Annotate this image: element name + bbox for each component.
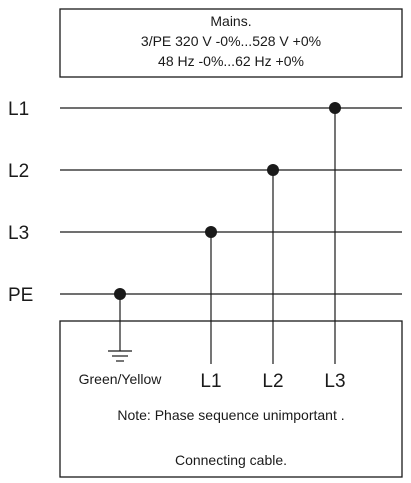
cable-caption: Connecting cable. — [175, 452, 287, 468]
rail-l3-label: L3 — [8, 223, 29, 244]
mains-title: Mains. — [210, 13, 251, 29]
junction-l1-dot — [329, 102, 341, 114]
mains-box: Mains. 3/PE 320 V -0%...528 V +0% 48 Hz … — [59, 8, 403, 78]
terminal-ground-label: Green/Yellow — [79, 371, 163, 387]
ground-icon — [108, 350, 132, 362]
mains-box-frame — [59, 8, 403, 78]
phase-note: Note: Phase sequence unimportant . — [117, 407, 344, 423]
mains-voltage: 3/PE 320 V -0%...528 V +0% — [141, 33, 321, 49]
cable-box-frame — [59, 320, 403, 478]
rail-l1-label: L1 — [8, 99, 29, 120]
terminal-l1-label: L1 — [200, 371, 221, 392]
drop-wires — [114, 102, 341, 364]
junction-l2-dot — [267, 164, 279, 176]
mains-frequency: 48 Hz -0%...62 Hz +0% — [158, 53, 304, 69]
rail-l2-label: L2 — [8, 161, 29, 182]
junction-pe-dot — [114, 288, 126, 300]
cable-box — [59, 320, 403, 478]
cable-terminals: Green/Yellow L1 L2 L3 — [79, 371, 346, 392]
terminal-l2-label: L2 — [262, 371, 283, 392]
supply-rails: L1 L2 L3 PE — [8, 99, 402, 306]
terminal-l3-label: L3 — [324, 371, 345, 392]
rail-pe-label: PE — [8, 285, 33, 306]
junction-l3-dot — [205, 226, 217, 238]
